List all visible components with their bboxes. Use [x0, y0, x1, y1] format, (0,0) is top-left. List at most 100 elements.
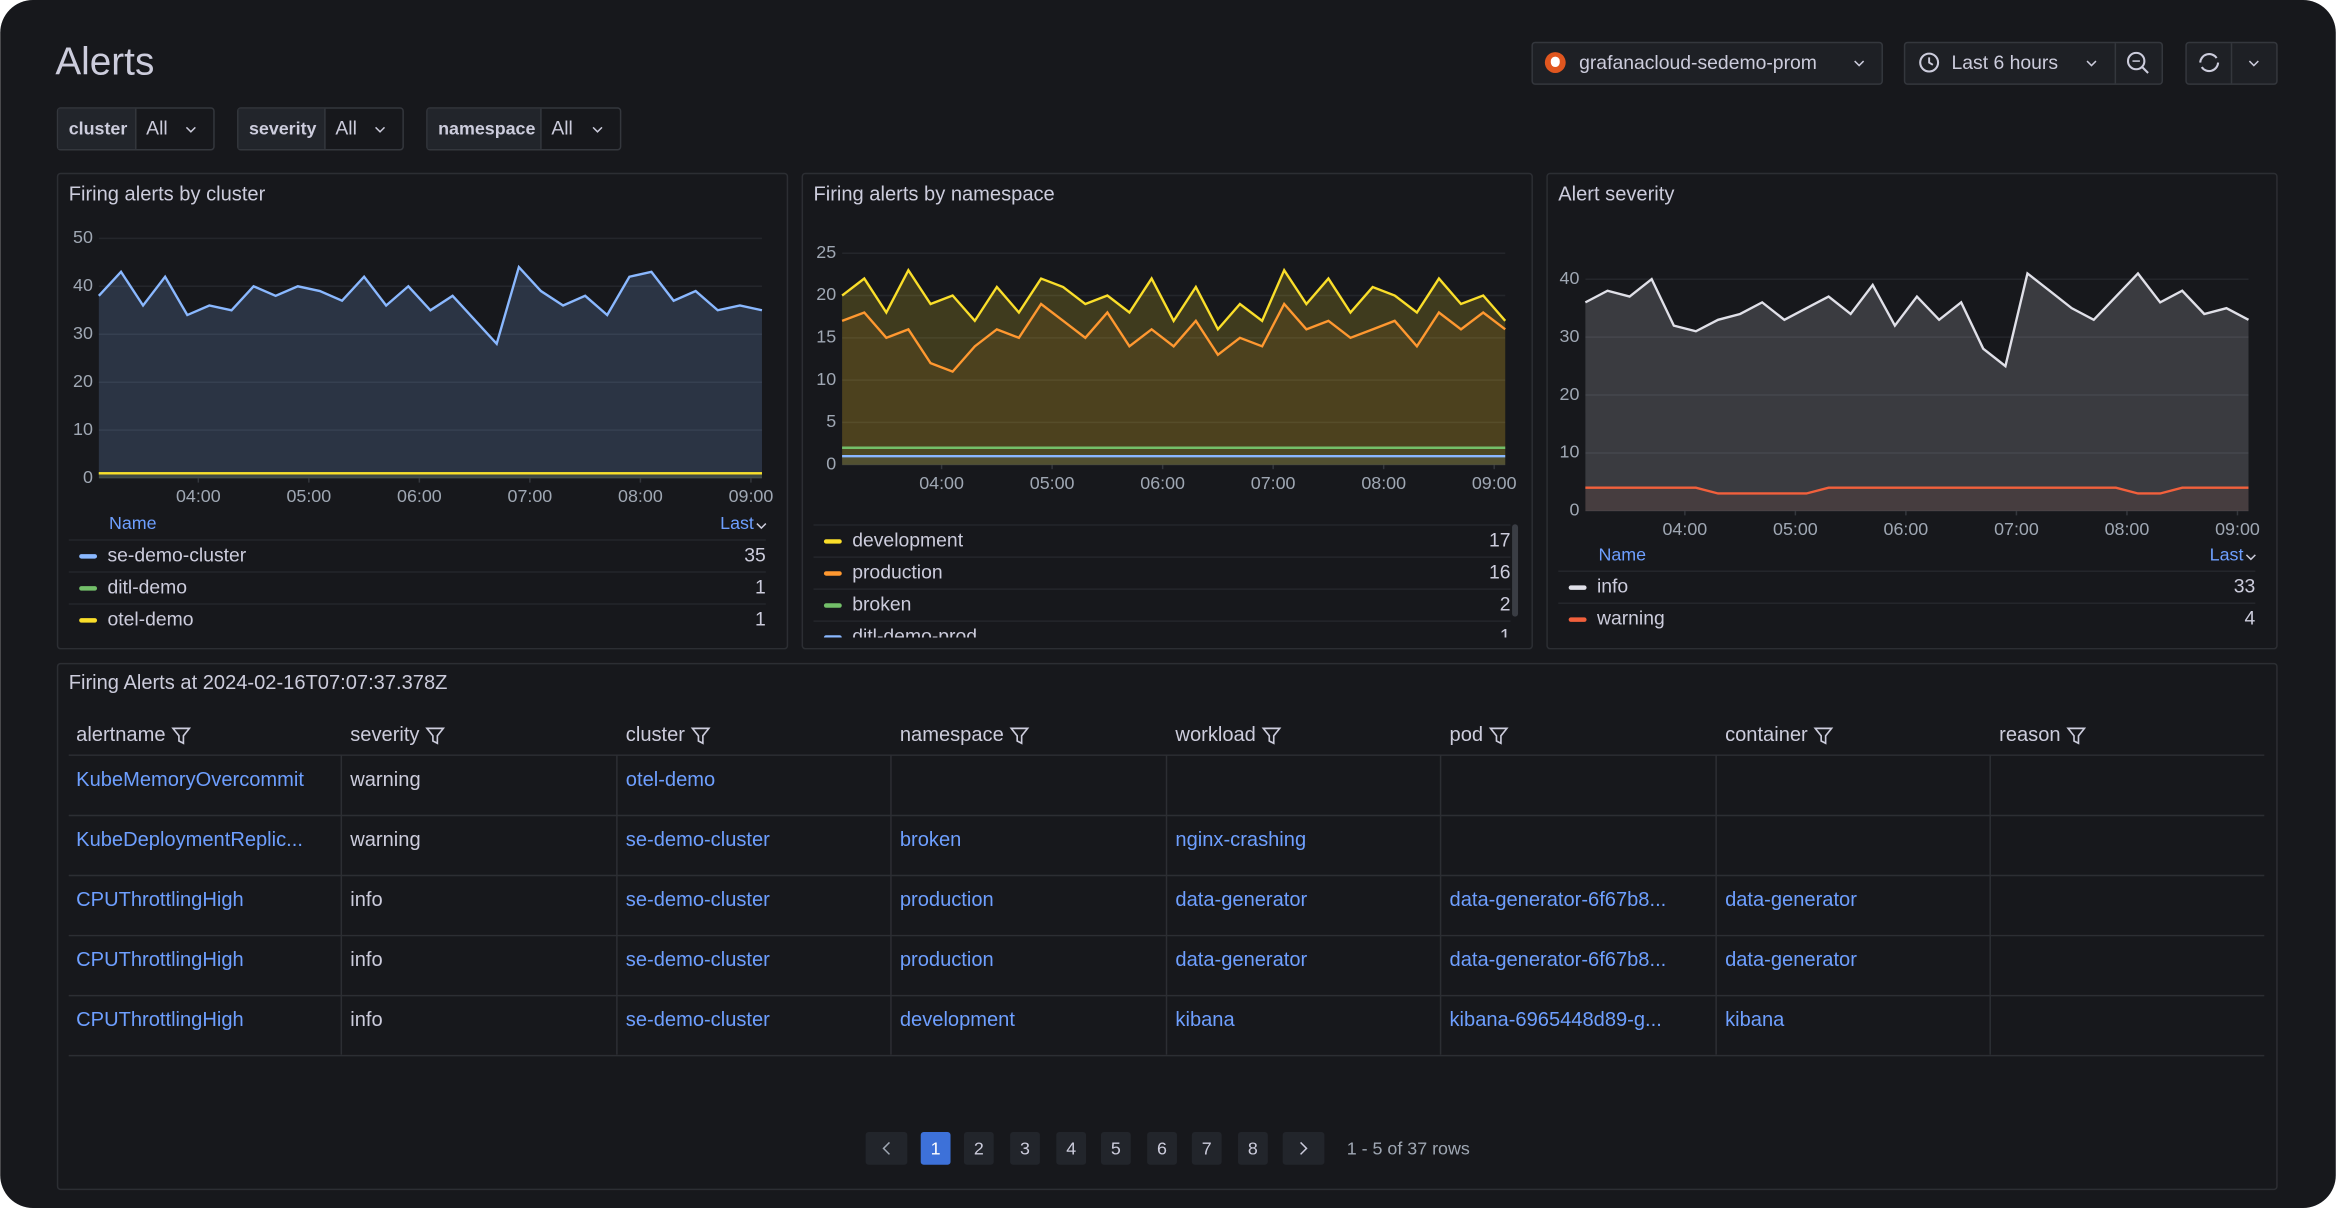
filter[interactable]: namespace All	[426, 107, 622, 151]
table-cell[interactable]: data-generator	[1725, 949, 1857, 971]
y-tick-label: 25	[816, 242, 836, 262]
column-header[interactable]: pod	[1450, 724, 1484, 746]
table-cell[interactable]: KubeMemoryOvercommit	[76, 769, 304, 791]
y-tick-label: 15	[816, 327, 836, 347]
x-tick-label: 05:00	[1030, 473, 1075, 493]
page-button[interactable]	[1100, 1132, 1131, 1165]
panel: Alert severity 0 10 20 30 40 04:00 05:00 06:00 07…	[1546, 172, 2278, 650]
legend-name[interactable]: otel-demo	[107, 608, 193, 630]
table-cell[interactable]: kibana-6965448d89-g...	[1450, 1009, 1662, 1031]
panel-title: Firing alerts by namespace	[813, 183, 1054, 205]
table-cell[interactable]: broken	[900, 829, 961, 851]
page-number: 3	[1020, 1139, 1030, 1159]
x-tick-label: 05:00	[286, 486, 331, 506]
table-cell: info	[350, 949, 382, 971]
y-tick-label: 20	[73, 371, 93, 391]
page-button[interactable]	[1010, 1132, 1040, 1165]
x-tick-label: 09:00	[2215, 519, 2260, 539]
series-area	[98, 267, 762, 479]
page-button[interactable]	[1147, 1132, 1177, 1165]
legend-header: Name	[1598, 544, 1646, 564]
legend-last: 16	[1489, 562, 1511, 584]
x-tick-label: 08:00	[618, 486, 663, 506]
filter-icon[interactable]	[1009, 727, 1030, 745]
table-cell[interactable]: se-demo-cluster	[626, 1009, 770, 1031]
legend-name[interactable]: development	[852, 530, 963, 552]
legend-last: 1	[1500, 626, 1511, 648]
column-header[interactable]: workload	[1174, 724, 1255, 746]
y-tick-label: 10	[73, 419, 93, 439]
legend-name[interactable]: broken	[852, 594, 911, 616]
filter-icon[interactable]	[2066, 727, 2087, 745]
table-cell[interactable]: CPUThrottlingHigh	[76, 949, 244, 971]
y-tick-label: 10	[816, 369, 836, 389]
table-cell[interactable]: se-demo-cluster	[626, 889, 770, 911]
table-cell[interactable]: CPUThrottlingHigh	[76, 889, 244, 911]
table-cell[interactable]: kibana	[1725, 1009, 1785, 1031]
table-cell[interactable]: nginx-crashing	[1175, 829, 1306, 851]
table-cell[interactable]: se-demo-cluster	[626, 949, 770, 971]
legend-name[interactable]: info	[1597, 576, 1628, 598]
table-cell[interactable]: KubeDeploymentReplic...	[76, 829, 303, 851]
table-cell[interactable]: data-generator	[1725, 889, 1857, 911]
table-cell[interactable]: data-generator	[1175, 889, 1307, 911]
column-header[interactable]: alertname	[76, 724, 165, 746]
filter-icon[interactable]	[1261, 727, 1282, 745]
column-header[interactable]: namespace	[900, 724, 1004, 746]
legend-name[interactable]: warning	[1596, 608, 1665, 630]
table-cell[interactable]: development	[900, 1009, 1015, 1031]
table-cell[interactable]: se-demo-cluster	[626, 829, 770, 851]
chevron	[375, 126, 386, 133]
filter[interactable]: severity All	[237, 107, 404, 151]
page-button[interactable]	[1238, 1132, 1268, 1165]
page-number: 6	[1157, 1139, 1167, 1159]
table-cell[interactable]: production	[900, 949, 994, 971]
filter[interactable]: cluster All	[56, 107, 215, 151]
page-button[interactable]	[963, 1132, 994, 1165]
filter-icon[interactable]	[171, 727, 192, 745]
filter-icon[interactable]	[1488, 727, 1509, 745]
series-area	[842, 456, 1506, 465]
page-button[interactable]	[1056, 1132, 1087, 1165]
time-picker[interactable]: Last 6 hours	[1903, 41, 2163, 85]
legend-last: 1	[755, 608, 766, 630]
datasource-picker[interactable]: grafanacloud-sedemo-prom	[1531, 41, 1883, 85]
table-cell[interactable]: otel-demo	[626, 769, 715, 791]
prev-page[interactable]	[865, 1132, 908, 1165]
legend-header: Name	[109, 513, 157, 533]
series-line	[841, 301, 1506, 374]
chevron	[2245, 554, 2256, 561]
x-tick-label: 07:00	[1251, 473, 1296, 493]
filter-label-bg	[238, 108, 325, 149]
table-cell[interactable]: data-generator	[1175, 949, 1307, 971]
panel: Firing alerts by cluster 0 10 20 30 40 50 04:00…	[56, 172, 789, 650]
page-button[interactable]	[920, 1132, 951, 1165]
table-cell[interactable]: data-generator-6f67b8...	[1450, 949, 1667, 971]
table-cell[interactable]: data-generator-6f67b8...	[1450, 889, 1667, 911]
filter-icon[interactable]	[1813, 727, 1834, 745]
filter-icon[interactable]	[690, 727, 711, 745]
column-header[interactable]: reason	[1999, 724, 2060, 746]
next-page[interactable]	[1282, 1132, 1325, 1165]
table-cell[interactable]: kibana	[1175, 1009, 1235, 1031]
y-tick-label: 5	[826, 411, 836, 431]
table-cell[interactable]: CPUThrottlingHigh	[76, 1009, 244, 1031]
legend-name[interactable]: ditl-demo	[107, 576, 187, 598]
filter-icon[interactable]	[425, 727, 446, 745]
column-header[interactable]: container	[1725, 724, 1808, 746]
legend-name[interactable]: se-demo-cluster	[107, 544, 246, 566]
column-header[interactable]: cluster	[626, 724, 685, 746]
legend-name[interactable]: production	[852, 562, 942, 584]
legend-last: 1	[755, 576, 766, 598]
table-cell[interactable]: production	[900, 889, 994, 911]
filter-value: All	[335, 118, 357, 140]
series-area	[842, 270, 1506, 465]
column-header[interactable]: severity	[350, 724, 419, 746]
page-button[interactable]	[1191, 1132, 1222, 1165]
filter-label-bg	[427, 108, 541, 149]
refresh-picker[interactable]	[2185, 41, 2278, 85]
legend-swatch	[823, 635, 842, 638]
legend-swatch	[79, 554, 98, 559]
legend-name[interactable]: ditl-demo-prod	[852, 626, 977, 648]
